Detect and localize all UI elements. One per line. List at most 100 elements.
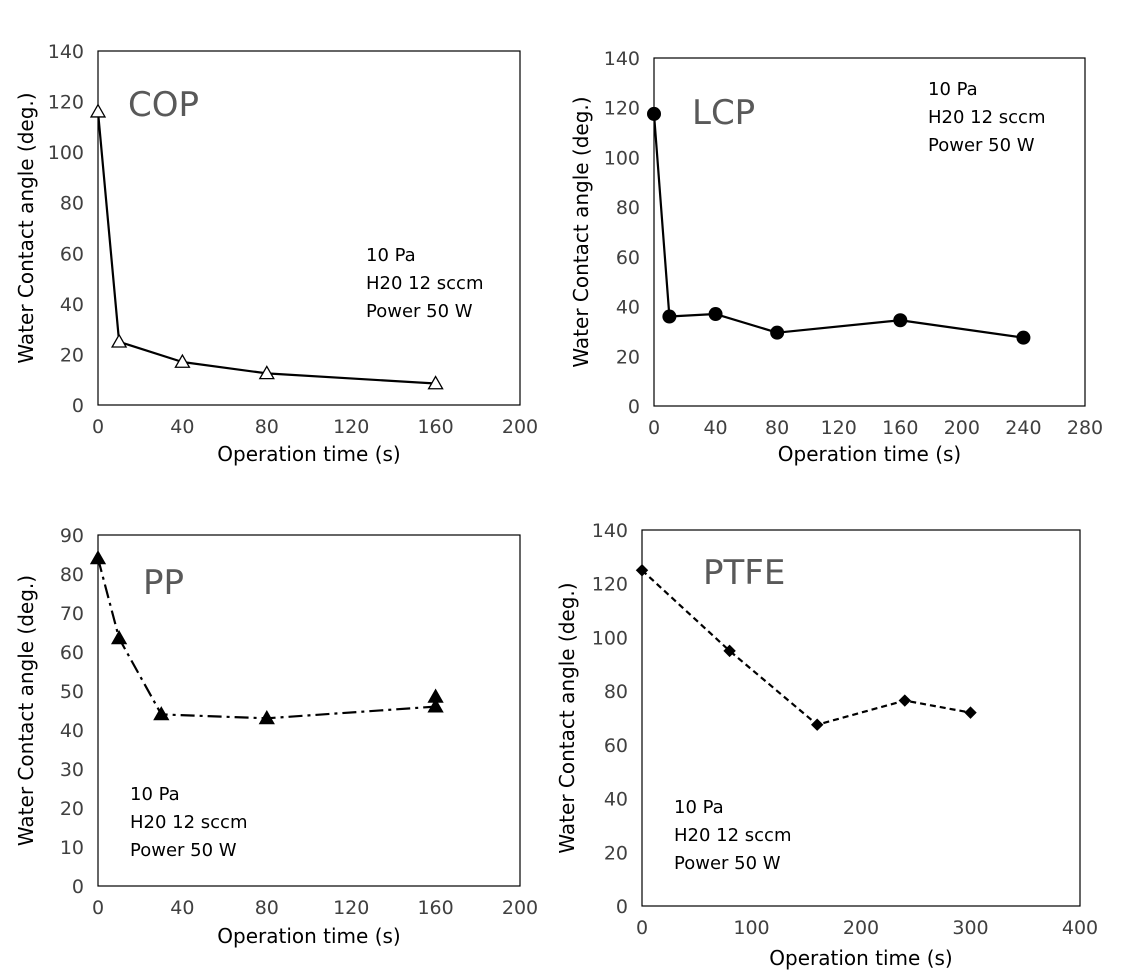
- condition-note: Power 50 W: [130, 840, 237, 861]
- condition-note: H20 12 sccm: [130, 812, 248, 833]
- x-tick-label: 160: [882, 417, 918, 439]
- data-point: [110, 630, 128, 645]
- condition-note: H20 12 sccm: [928, 107, 1046, 128]
- condition-note: 10 Pa: [674, 797, 724, 818]
- y-tick-label: 80: [616, 197, 640, 219]
- x-tick-label: 400: [1062, 917, 1098, 939]
- x-tick-label: 80: [255, 416, 279, 438]
- y-tick-label: 120: [48, 92, 84, 114]
- x-tick-label: 40: [703, 417, 727, 439]
- condition-note: H20 12 sccm: [366, 273, 484, 294]
- condition-note: 10 Pa: [928, 79, 978, 100]
- y-tick-label: 0: [72, 876, 84, 898]
- y-tick-label: 80: [60, 564, 84, 586]
- x-tick-label: 300: [952, 917, 988, 939]
- data-point: [89, 103, 107, 118]
- panel-title: COP: [128, 85, 199, 125]
- y-tick-label: 0: [72, 395, 84, 417]
- chart-panel-lcp: 0 40 80 120 160 200 240 280 0 20 40 60 80 100 120 140 Op…: [569, 48, 1103, 466]
- y-tick-label: 30: [60, 759, 84, 781]
- y-axis-label: Water Contact angle (deg.): [14, 92, 38, 363]
- data-point: [810, 718, 824, 731]
- data-point: [770, 325, 785, 340]
- x-tick-label: 120: [333, 416, 369, 438]
- x-axis-label: Operation time (s): [778, 442, 961, 466]
- y-tick-label: 10: [60, 837, 84, 859]
- y-tick-label: 100: [48, 142, 84, 164]
- data-point: [893, 313, 908, 328]
- y-tick-label: 100: [592, 627, 628, 649]
- data-point: [427, 688, 444, 703]
- y-tick-label: 0: [628, 396, 640, 418]
- data-point: [258, 365, 275, 380]
- data-point: [174, 353, 191, 368]
- data-point: [258, 709, 275, 725]
- y-tick-label: 140: [604, 48, 640, 70]
- data-point: [427, 375, 444, 390]
- x-tick-label: 0: [636, 917, 648, 939]
- y-axis-label: Water Contact angle (deg.): [555, 582, 579, 853]
- data-point: [662, 309, 677, 324]
- x-tick-label: 200: [944, 417, 980, 439]
- plot-area-frame: [641, 529, 1081, 907]
- y-tick-label: 120: [604, 98, 640, 120]
- y-tick-label: 60: [60, 642, 84, 664]
- data-point: [89, 550, 107, 565]
- x-tick-label: 160: [417, 897, 453, 919]
- x-tick-label: 80: [765, 417, 789, 439]
- y-tick-label: 120: [592, 574, 628, 596]
- x-tick-label: 40: [170, 416, 194, 438]
- x-tick-label: 240: [1005, 417, 1041, 439]
- y-tick-label: 20: [60, 798, 84, 820]
- data-point: [110, 333, 128, 348]
- x-tick-label: 100: [733, 917, 769, 939]
- x-tick-label: 0: [648, 417, 660, 439]
- data-point: [1016, 330, 1031, 345]
- condition-note: Power 50 W: [366, 301, 473, 322]
- x-tick-label: 0: [92, 416, 104, 438]
- y-tick-label: 40: [60, 720, 84, 742]
- plot-area-frame: [97, 50, 521, 406]
- data-point: [723, 644, 736, 658]
- condition-note: Power 50 W: [674, 853, 781, 874]
- y-tick-label: 40: [616, 297, 640, 319]
- x-tick-label: 0: [92, 897, 104, 919]
- chart-panel-pp: 0 40 80 120 160 200 0 10 20 30 40 50 60 70 80 90 Operati…: [14, 525, 538, 948]
- x-axis-label: Operation time (s): [217, 924, 400, 948]
- x-axis-label: Operation time (s): [217, 442, 400, 466]
- chart-panel-cop: 0 40 80 120 160 200 0 20 40 60 80 100 120 140 Operatio…: [14, 41, 538, 466]
- panel-title: LCP: [692, 93, 755, 133]
- data-point: [708, 307, 723, 322]
- x-tick-label: 200: [502, 897, 538, 919]
- x-tick-label: 120: [333, 897, 369, 919]
- y-tick-label: 40: [604, 789, 628, 811]
- y-tick-label: 20: [60, 344, 84, 366]
- condition-note: 10 Pa: [366, 245, 416, 266]
- condition-note: 10 Pa: [130, 784, 180, 805]
- y-tick-label: 100: [604, 147, 640, 169]
- data-point: [898, 694, 912, 707]
- x-tick-label: 280: [1067, 417, 1103, 439]
- y-tick-label: 80: [60, 193, 84, 215]
- series-line: [641, 569, 971, 726]
- x-axis-label: Operation time (s): [769, 946, 952, 970]
- x-tick-label: 40: [170, 897, 194, 919]
- y-tick-label: 90: [60, 525, 84, 547]
- y-axis-label: Water Contact angle (deg.): [14, 575, 38, 846]
- data-point: [153, 706, 170, 721]
- condition-note: Power 50 W: [928, 135, 1035, 156]
- chart-panel-ptfe: 0 100 200 300 400 0 20 40 60 80 100 120 140 Operation…: [555, 520, 1098, 970]
- y-tick-label: 50: [60, 681, 84, 703]
- panel-title: PTFE: [703, 553, 785, 593]
- y-tick-label: 70: [60, 603, 84, 625]
- plot-area-frame: [653, 57, 1086, 407]
- data-point: [427, 698, 444, 713]
- y-tick-label: 40: [60, 294, 84, 316]
- y-tick-label: 140: [592, 520, 628, 542]
- y-tick-label: 60: [604, 735, 628, 757]
- data-point: [647, 106, 661, 121]
- x-tick-label: 160: [417, 416, 453, 438]
- data-point: [964, 706, 977, 719]
- y-tick-label: 0: [616, 896, 628, 918]
